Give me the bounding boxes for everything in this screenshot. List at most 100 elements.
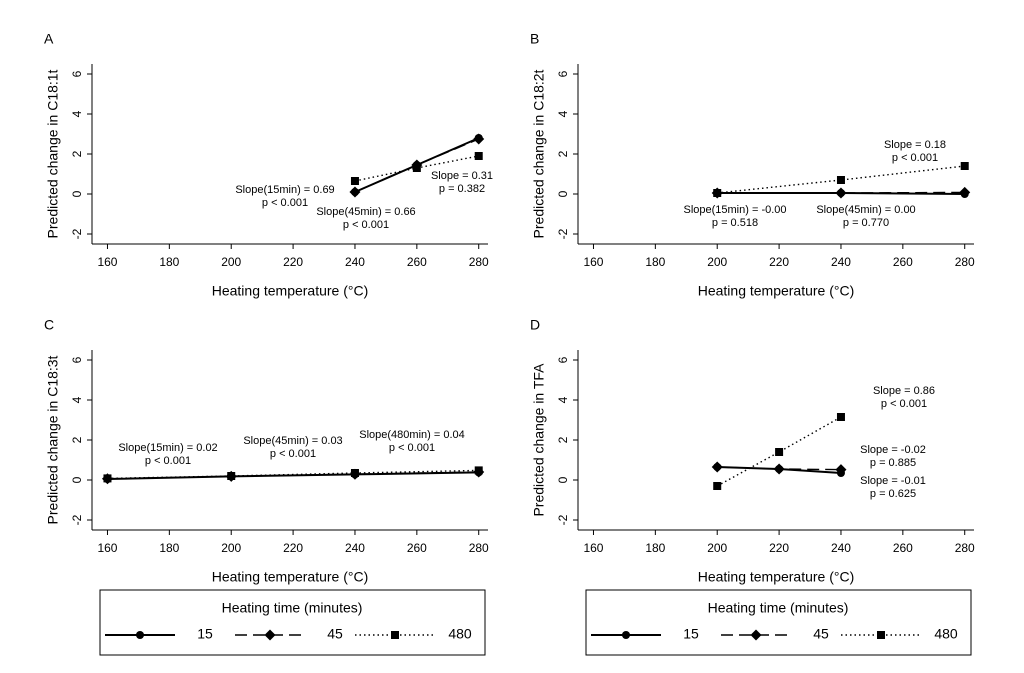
marker [103,475,112,483]
annotation: p = 0.382 [439,183,485,195]
annotation: p < 0.001 [262,197,308,209]
y-tick-label: -2 [556,514,570,525]
panel-label: D [530,317,540,333]
legend-marker [391,631,399,639]
legend-marker [877,631,885,639]
annotation: Slope = -0.01 [860,475,926,487]
y-tick-label: 6 [556,356,570,363]
annotation: p = 0.770 [843,217,889,229]
x-tick-label: 240 [831,255,851,269]
y-tick-label: 4 [556,110,570,117]
y-tick-label: 4 [70,110,84,117]
x-tick-label: 260 [893,541,913,555]
y-tick-label: 2 [556,436,570,443]
legend-label: 45 [327,626,343,642]
x-axis-label: Heating temperature (°C) [698,569,855,585]
y-tick-label: -2 [70,228,84,239]
x-tick-label: 260 [407,541,427,555]
marker [350,177,359,185]
annotation: p < 0.001 [343,219,389,231]
panel: C Predicted change in C18:3t Heating tempe… [44,317,489,585]
marker [836,189,845,197]
annotation: p < 0.001 [389,442,435,454]
x-tick-label: 200 [707,541,727,555]
x-tick-label: 160 [97,255,117,269]
x-tick-label: 160 [583,255,603,269]
legend-label: 480 [934,626,958,642]
x-tick-label: 280 [955,255,975,269]
legend-box [99,589,486,656]
marker [713,189,722,197]
y-tick-label: -2 [70,514,84,525]
marker [350,470,359,479]
x-tick-label: 280 [469,541,489,555]
annotation: Slope(45min) = 0.00 [816,204,915,216]
annotation: p = 0.625 [870,488,916,500]
marker [474,468,483,477]
legend-label: 45 [813,626,829,642]
panel-label: B [530,31,539,47]
x-tick-label: 160 [583,541,603,555]
marker [227,472,236,481]
x-tick-label: 180 [159,255,179,269]
x-tick-label: 220 [283,541,303,555]
annotation: Slope = 0.18 [884,139,946,151]
y-axis-label: Predicted change in C18:3t [45,355,61,524]
y-tick-label: 0 [70,190,84,197]
marker [960,162,969,170]
y-tick-label: 4 [556,396,570,403]
marker [775,465,784,473]
legend-label: 15 [197,626,213,642]
x-tick-label: 200 [221,255,241,269]
legend-marker [750,629,762,641]
marker [836,469,845,477]
marker [713,482,722,490]
annotation: Slope(15min) = -0.00 [683,204,786,216]
marker [713,463,722,471]
annotation: Slope(45min) = 0.66 [316,206,415,218]
y-tick-label: 2 [70,436,84,443]
x-tick-label: 240 [345,541,365,555]
annotation: Slope = 0.86 [873,385,935,397]
annotation: Slope = 0.31 [431,170,493,182]
series-line [716,416,842,487]
x-tick-label: 200 [707,255,727,269]
series-line [717,165,965,194]
x-tick-label: 200 [221,541,241,555]
panel: A Predicted change in C18:1t Heating tempe… [44,31,493,299]
x-tick-label: 260 [407,255,427,269]
legend-marker [264,629,276,641]
x-tick-label: 180 [159,541,179,555]
x-tick-label: 280 [955,541,975,555]
x-tick-label: 180 [645,541,665,555]
y-tick-label: 0 [556,190,570,197]
series-line [107,471,479,480]
annotation: Slope = -0.02 [860,444,926,456]
legend-title: Heating time (minutes) [222,600,363,616]
x-tick-label: 220 [769,255,789,269]
marker [836,413,845,421]
y-axis-label: Predicted change in C18:1t [45,69,61,238]
panel: D Predicted change in TFA Heating temperat… [530,317,975,585]
x-axis-label: Heating temperature (°C) [698,283,855,299]
y-tick-label: 6 [70,356,84,363]
legend: Heating time (minutes) 15 45 480 [585,589,972,656]
y-axis-label: Predicted change in TFA [531,363,547,517]
y-tick-label: 6 [556,70,570,77]
x-tick-label: 240 [345,255,365,269]
x-tick-label: 220 [283,255,303,269]
x-axis-label: Heating temperature (°C) [212,569,369,585]
annotation: p < 0.001 [881,398,927,410]
annotation: p = 0.885 [870,457,916,469]
legend-label: 480 [448,626,472,642]
annotation: Slope(45min) = 0.03 [243,435,342,447]
marker [836,176,845,184]
marker [474,152,483,160]
panel-label: A [44,31,54,47]
x-tick-label: 240 [831,541,851,555]
legend-title: Heating time (minutes) [708,600,849,616]
y-tick-label: 6 [70,70,84,77]
y-tick-label: 2 [70,150,84,157]
annotation: Slope(15min) = 0.69 [235,184,334,196]
marker [350,188,359,196]
